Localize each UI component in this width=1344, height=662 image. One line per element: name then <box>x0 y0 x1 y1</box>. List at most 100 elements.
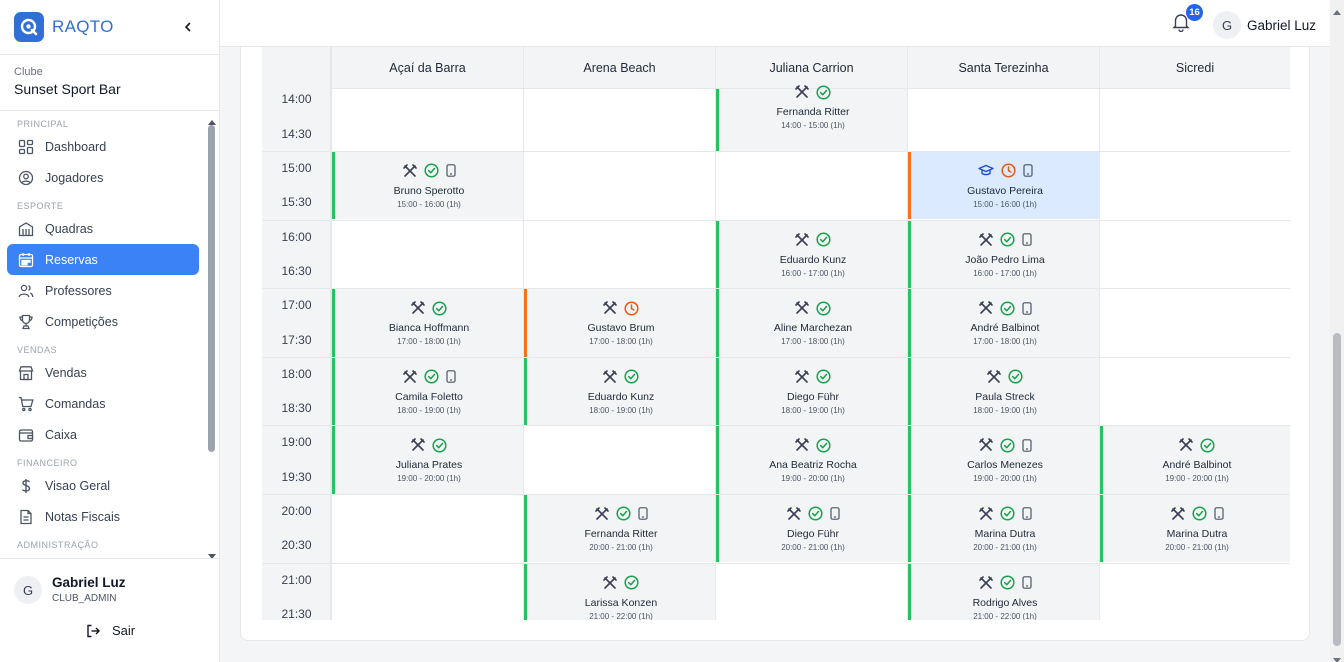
booking-card[interactable]: André Balbinot 17:00 - 18:00 (1h) <box>908 289 1099 357</box>
sidebar-item-quadras[interactable]: Quadras <box>7 213 199 244</box>
clock-icon <box>1000 163 1016 178</box>
rackets-icon <box>795 369 809 384</box>
trophy-icon <box>17 313 35 331</box>
booking-card[interactable]: Marina Dutra 20:00 - 21:00 (1h) <box>1100 494 1290 563</box>
check-circle-icon <box>1008 369 1023 384</box>
booking-card[interactable]: Juliana Prates 19:00 - 20:00 (1h) <box>332 426 523 494</box>
wallet-icon <box>17 426 35 444</box>
time-label: 20:00 <box>281 504 312 519</box>
chevron-left-icon[interactable] <box>180 19 196 35</box>
booking-time: 20:00 - 21:00 (1h) <box>781 542 845 552</box>
time-label: 14:30 <box>281 126 312 141</box>
time-label: 16:00 <box>281 229 312 244</box>
booking-time: 16:00 - 17:00 (1h) <box>781 268 845 278</box>
booking-time: 19:00 - 20:00 (1h) <box>781 474 845 484</box>
booking-card[interactable]: Larissa Konzen 21:00 - 22:00 (1h) <box>524 563 715 620</box>
booking-card[interactable]: Fernanda Ritter 20:00 - 21:00 (1h) <box>524 494 715 563</box>
top-user-name[interactable]: Gabriel Luz <box>1247 18 1317 33</box>
sidebar-item-dashboard[interactable]: Dashboard <box>7 131 199 162</box>
booking-card[interactable]: Ana Beatriz Rocha 19:00 - 20:00 (1h) <box>716 426 907 494</box>
phone-icon <box>1021 576 1032 589</box>
page-scroll-down-icon[interactable] <box>1333 651 1341 662</box>
booking-card[interactable]: Fernanda Ritter 14:00 - 15:00 (1h) <box>716 84 907 151</box>
booking-player-name: Marina Dutra <box>974 527 1036 540</box>
bell-icon[interactable] <box>1172 12 1192 34</box>
sidebar-item-comandas[interactable]: Comandas <box>7 388 199 419</box>
scroll-up-icon[interactable] <box>208 114 216 125</box>
page-scrollbar[interactable] <box>1333 333 1341 646</box>
scroll-down-icon[interactable] <box>208 547 216 559</box>
sidebar-item-vendas[interactable]: Vendas <box>7 357 199 388</box>
booking-player-name: Rodrigo Alves <box>972 596 1038 609</box>
rackets-icon <box>978 507 993 521</box>
time-label: 19:30 <box>281 469 312 484</box>
booking-card[interactable]: Carlos Menezes 19:00 - 20:00 (1h) <box>908 426 1099 494</box>
booking-time: 19:00 - 20:00 (1h) <box>1165 474 1229 484</box>
logout-button[interactable]: Sair <box>86 623 135 638</box>
page-scroll-up-icon[interactable] <box>1333 4 1341 15</box>
sidebar-item-caixa[interactable]: Caixa <box>7 419 199 450</box>
brand: RAQTO <box>0 0 219 55</box>
phone-icon <box>637 507 648 521</box>
booking-card[interactable]: André Balbinot 19:00 - 20:00 (1h) <box>1100 426 1290 494</box>
sidebar-item-label: Professores <box>45 283 112 298</box>
check-circle-icon <box>999 506 1015 521</box>
booking-card[interactable]: Bianca Hoffmann 17:00 - 18:00 (1h) <box>332 289 523 357</box>
sidebar-item-visao-geral[interactable]: Visao Geral <box>7 470 199 501</box>
sidebar-item-label: Comandas <box>45 396 106 411</box>
court-header: Açaí da Barra <box>331 47 523 89</box>
time-label: 21:00 <box>281 572 312 587</box>
time-label: 19:00 <box>281 435 312 450</box>
booking-card[interactable]: Camila Foletto 18:00 - 19:00 (1h) <box>332 357 523 426</box>
booking-card[interactable]: João Pedro Lima 16:00 - 17:00 (1h) <box>908 220 1099 289</box>
sidebar-item-professores[interactable]: Professores <box>7 275 199 306</box>
booking-icons <box>603 574 639 592</box>
check-circle-icon <box>816 232 831 247</box>
booking-time: 19:00 - 20:00 (1h) <box>973 474 1037 484</box>
sidebar-item-jogadores[interactable]: Jogadores <box>7 162 199 193</box>
booking-card[interactable]: Gustavo Pereira 15:00 - 16:00 (1h) <box>908 151 1099 220</box>
booking-time: 18:00 - 19:00 (1h) <box>589 405 653 415</box>
booking-icons <box>978 299 1032 317</box>
booking-card[interactable]: Marina Dutra 20:00 - 21:00 (1h) <box>908 494 1099 563</box>
booking-time: 21:00 - 22:00 (1h) <box>973 611 1037 621</box>
booking-player-name: Eduardo Kunz <box>587 390 655 403</box>
check-circle-icon <box>624 369 639 384</box>
rackets-icon <box>786 507 801 521</box>
rackets-icon <box>603 301 617 315</box>
booking-card[interactable]: Paula Streck 18:00 - 19:00 (1h) <box>908 357 1099 426</box>
court-header-row: Açaí da Barra Arena Beach Juliana Carrion S… <box>331 47 1290 89</box>
rackets-icon <box>411 438 425 452</box>
booking-card[interactable]: Eduardo Kunz 16:00 - 17:00 (1h) <box>716 220 907 289</box>
dashboard-icon <box>17 138 35 156</box>
booking-time: 17:00 - 18:00 (1h) <box>973 337 1037 347</box>
booking-icons <box>795 299 831 317</box>
booking-card[interactable]: Diego Führ 20:00 - 21:00 (1h) <box>716 494 907 563</box>
booking-card[interactable]: Aline Marchezan 17:00 - 18:00 (1h) <box>716 289 907 357</box>
booking-player-name: Aline Marchezan <box>773 322 853 335</box>
booking-player-name: Fernanda Ritter <box>584 527 658 540</box>
court-header: Santa Terezinha <box>907 47 1099 89</box>
sidebar-scrollbar[interactable] <box>208 125 215 452</box>
phone-icon <box>1021 507 1032 521</box>
sidebar-item-reservas[interactable]: Reservas <box>7 244 199 275</box>
booking-card[interactable]: Bruno Sperotto 15:00 - 16:00 (1h) <box>332 151 523 220</box>
check-circle-icon <box>423 369 439 384</box>
sidebar-item-notas-fiscais[interactable]: Notas Fiscais <box>7 501 199 532</box>
nav-section-financeiro: FINANCEIRO <box>17 458 78 468</box>
booking-player-name: Larissa Konzen <box>584 596 658 609</box>
booking-card[interactable]: Eduardo Kunz 18:00 - 19:00 (1h) <box>524 357 715 426</box>
document-icon <box>17 508 35 526</box>
sidebar-item-competicoes[interactable]: Competições <box>7 306 199 337</box>
booking-card[interactable]: Rodrigo Alves 21:00 - 22:00 (1h) <box>908 563 1099 621</box>
rackets-icon <box>978 232 993 247</box>
top-avatar[interactable]: G <box>1213 11 1241 39</box>
booking-card[interactable]: Gustavo Brum 17:00 - 18:00 (1h) <box>524 289 715 357</box>
time-label: 20:30 <box>281 538 312 553</box>
user-panel: G Gabriel Luz CLUB_ADMIN Sair <box>0 558 219 662</box>
check-circle-icon <box>1191 506 1207 521</box>
grid-row-line <box>262 288 1290 290</box>
rackets-icon <box>987 369 1001 384</box>
booking-card[interactable]: Diego Führ 18:00 - 19:00 (1h) <box>716 357 907 426</box>
booking-player-name: Ana Beatriz Rocha <box>769 459 857 472</box>
